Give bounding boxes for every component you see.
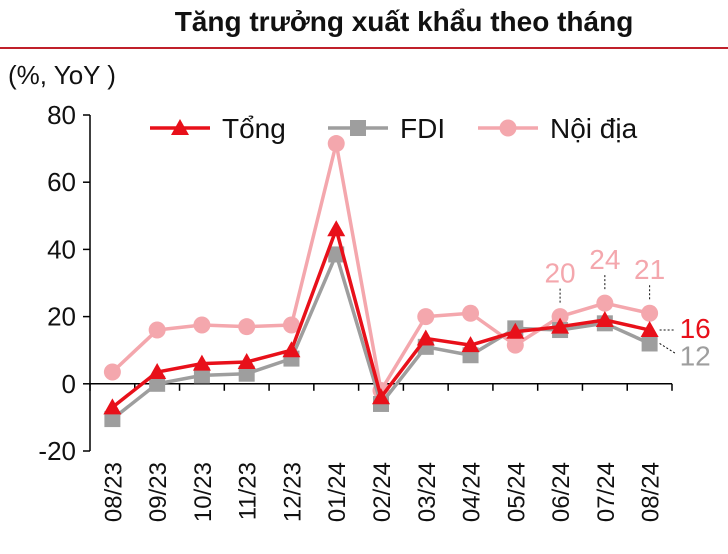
x-tick-label: 03/24 — [414, 462, 441, 522]
legend-label: Tổng — [222, 113, 286, 144]
data-point — [640, 321, 659, 338]
x-tick-label: 12/23 — [279, 462, 306, 522]
y-axis-label: (%, YoY ) — [8, 60, 116, 90]
data-point — [327, 135, 345, 153]
y-tick-label: 20 — [47, 302, 76, 332]
annotation-leader — [659, 343, 676, 354]
data-point — [171, 119, 189, 135]
data-point — [372, 388, 390, 405]
data-point — [238, 365, 255, 382]
x-tick-label: 05/24 — [503, 462, 530, 522]
series-line-tong — [111, 227, 650, 409]
x-tick-label: 02/24 — [369, 462, 396, 522]
x-tick-label: 10/23 — [190, 462, 217, 522]
data-point — [551, 308, 569, 326]
data-label: 24 — [589, 244, 620, 275]
x-tick-label: 04/24 — [459, 462, 486, 522]
data-point — [148, 321, 166, 339]
x-tick-label: 09/23 — [145, 462, 172, 522]
data-point — [595, 310, 614, 327]
data-point — [596, 294, 614, 312]
data-point — [104, 411, 121, 428]
x-tick-label: 08/24 — [638, 462, 665, 522]
y-tick-label: -20 — [38, 436, 76, 466]
data-label: 16 — [680, 313, 711, 344]
data-point — [499, 119, 517, 137]
y-tick-label: 40 — [47, 234, 76, 264]
x-tick-label: 08/23 — [100, 462, 127, 522]
data-point — [193, 367, 210, 384]
data-point — [192, 354, 211, 371]
data-point — [416, 329, 435, 346]
legend-label: Nội địa — [550, 113, 638, 144]
data-point — [641, 304, 659, 322]
data-point — [103, 363, 121, 381]
chart-title: Tăng trưởng xuất khẩu theo tháng — [174, 6, 634, 37]
legend-label: FDI — [400, 113, 445, 144]
x-tick-label: 06/24 — [548, 462, 575, 522]
data-point — [461, 336, 480, 353]
data-point — [237, 352, 256, 369]
x-tick-label: 07/24 — [593, 462, 620, 522]
data-point — [238, 318, 256, 336]
data-point — [282, 316, 300, 334]
data-point — [149, 375, 166, 392]
y-tick-label: 60 — [47, 167, 76, 197]
data-point — [641, 335, 658, 352]
data-point — [506, 322, 525, 339]
x-tick-label: 11/23 — [235, 462, 262, 520]
data-label: 20 — [544, 258, 575, 289]
y-tick-label: 80 — [47, 100, 76, 130]
data-point — [462, 304, 480, 322]
data-label: 12 — [680, 340, 711, 371]
title-rule — [0, 47, 728, 49]
data-point — [506, 336, 524, 354]
data-point — [103, 398, 122, 415]
data-point — [417, 308, 435, 326]
data-point — [350, 120, 366, 136]
data-point — [193, 316, 211, 334]
data-label: 21 — [634, 254, 665, 285]
data-point — [551, 317, 570, 334]
data-point — [282, 341, 301, 358]
x-tick-label: 01/24 — [324, 462, 351, 522]
y-tick-label: 0 — [62, 369, 76, 399]
data-point — [148, 363, 167, 380]
data-point — [327, 220, 346, 237]
